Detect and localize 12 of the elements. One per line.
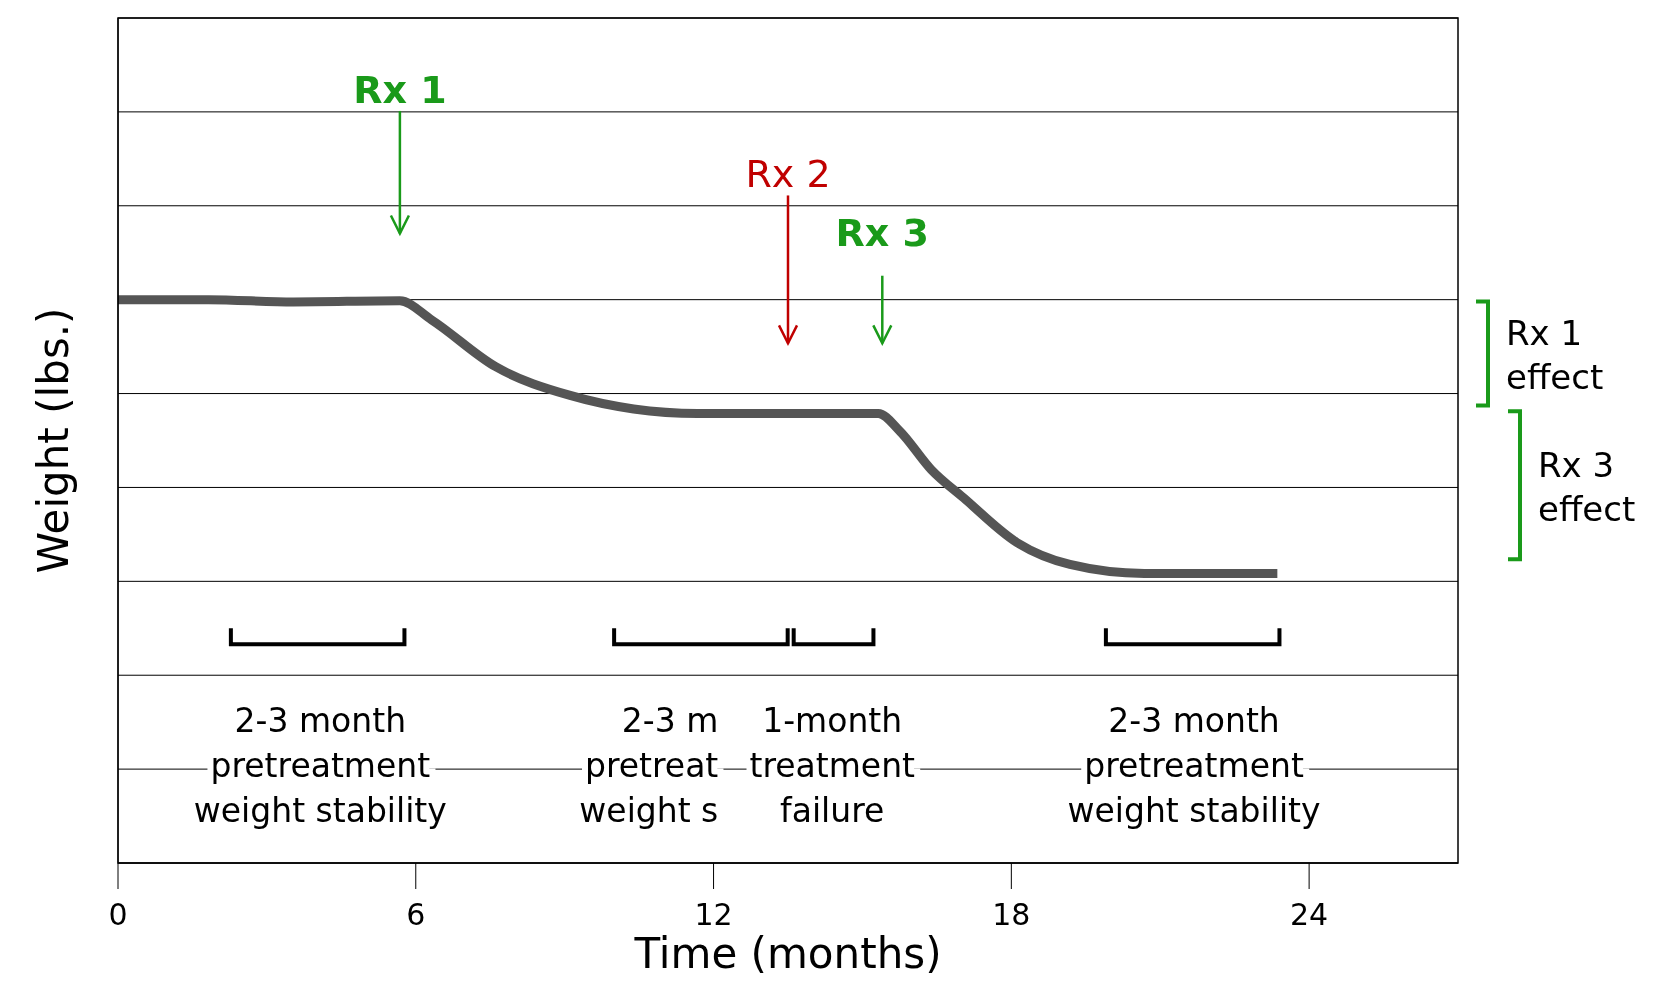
x-tick-label: 24: [1290, 897, 1329, 932]
x-tick-label: 6: [406, 897, 426, 932]
ref-line-label: Rx 1: [353, 67, 447, 112]
x-axis-title: Time (months): [633, 929, 942, 978]
text: Rx 1 effect: [1506, 313, 1604, 398]
x-tick-label: 0: [108, 897, 128, 932]
text: Rx 3 effect: [1538, 445, 1636, 530]
y-axis-title: Weight (lbs.): [28, 307, 78, 574]
ref-line-label: Rx 3: [835, 211, 930, 256]
x-tick-label: 12: [694, 897, 733, 932]
x-tick-label: 18: [992, 897, 1031, 932]
ref-line-label: Rx 2: [745, 152, 831, 196]
